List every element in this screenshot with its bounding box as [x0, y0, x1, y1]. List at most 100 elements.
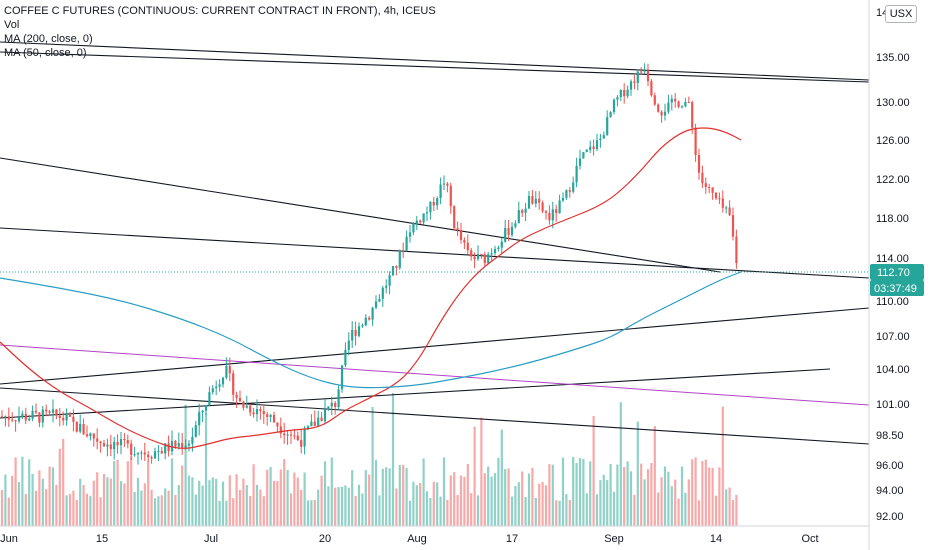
candle-26 — [89, 432, 92, 441]
candle-25 — [85, 425, 89, 438]
volume-bar-118 — [402, 464, 405, 526]
candle-10 — [34, 403, 38, 415]
candle-37 — [126, 434, 129, 449]
volume-bar-96 — [327, 486, 330, 526]
volume-bar-112 — [381, 468, 384, 526]
candle-136 — [463, 237, 466, 250]
price-axis[interactable]: 135.00 130.00 126.00 122.00 118.00 114.00 110.… — [876, 52, 910, 523]
volume-bar-202 — [687, 479, 690, 526]
currency-button[interactable]: USX — [885, 5, 917, 23]
candle-21 — [72, 409, 75, 432]
candle-157 — [534, 191, 537, 208]
time-tick-7: 14 — [710, 533, 722, 545]
candle-69 — [235, 391, 238, 409]
volume-bar-201 — [684, 492, 687, 526]
candle-97 — [330, 396, 333, 416]
candle-209 — [711, 187, 714, 200]
candle-100 — [340, 365, 344, 393]
volume-bar-169 — [575, 463, 578, 526]
candle-85 — [289, 430, 293, 445]
candle-122 — [415, 215, 418, 231]
candle-207 — [704, 177, 707, 194]
volume-bar-139 — [473, 426, 476, 526]
candle-88 — [300, 429, 303, 454]
volume-bar-148 — [504, 469, 507, 526]
candle-101 — [344, 342, 347, 368]
volume-bar-10 — [34, 490, 38, 526]
volume-bar-63 — [215, 478, 218, 526]
volume-bar-170 — [578, 458, 582, 526]
volume-bar-137 — [466, 463, 469, 526]
candle-32 — [109, 434, 112, 457]
volume-bar-41 — [140, 490, 143, 526]
volume-bar-216 — [735, 494, 738, 526]
candle-199 — [677, 100, 680, 109]
volume-bar-71 — [242, 478, 245, 526]
candle-172 — [585, 148, 588, 153]
volume-bar-116 — [395, 488, 398, 526]
trendlines — [0, 41, 870, 445]
candle-17 — [58, 407, 61, 427]
volume-bar-46 — [157, 496, 160, 526]
volume-bar-162 — [551, 464, 554, 526]
candle-193 — [657, 103, 660, 113]
volume-bar-100 — [340, 486, 344, 526]
candle-120 — [408, 225, 412, 243]
price-tick-7: 107.00 — [876, 331, 910, 343]
volume-bar-150 — [510, 496, 514, 526]
volume-bar-124 — [422, 458, 425, 526]
candle-89 — [303, 426, 306, 455]
volume-bar-159 — [541, 481, 544, 526]
legend-vol[interactable]: Vol — [4, 19, 20, 31]
candle-165 — [561, 192, 565, 203]
volume-bar-126 — [429, 497, 432, 526]
volume-bar-69 — [235, 474, 238, 526]
candle-166 — [565, 189, 568, 200]
volume-bar-22 — [75, 500, 78, 526]
candle-68 — [232, 370, 235, 402]
candle-174 — [592, 139, 595, 156]
volume-bar-214 — [728, 487, 731, 526]
volume-bar-0 — [0, 490, 4, 526]
volume-bar-151 — [514, 486, 517, 526]
volume-bar-62 — [211, 477, 214, 526]
volume-bar-76 — [259, 489, 262, 526]
candle-3 — [11, 412, 14, 423]
volume-bar-93 — [317, 489, 320, 526]
volume-bar-117 — [398, 465, 401, 526]
volume-bar-86 — [293, 472, 296, 526]
candle-64 — [218, 379, 221, 392]
candle-14 — [48, 409, 51, 416]
price-tick-5: 114.00 — [876, 253, 909, 265]
volume-bar-12 — [41, 478, 44, 526]
time-axis[interactable]: Jun 15 Jul 20 Aug 17 Sep 14 Oct — [0, 533, 818, 545]
legend-ma200[interactable]: MA (200, close, 0) — [4, 33, 93, 45]
volume-bar-50 — [170, 458, 174, 526]
candle-9 — [31, 405, 34, 422]
volume-bar-1 — [4, 474, 7, 526]
volume-bar-181 — [616, 464, 619, 526]
candle-27 — [92, 433, 95, 447]
candle-155 — [527, 190, 531, 209]
volume-bar-91 — [310, 500, 313, 526]
volume-bar-7 — [24, 494, 27, 526]
candle-66 — [225, 357, 228, 380]
volume-bar-119 — [405, 468, 408, 526]
legend-ma50[interactable]: MA (50, close, 0) — [4, 47, 87, 59]
volume-bar-14 — [48, 466, 51, 526]
symbol-title[interactable]: COFFEE C FUTURES (CONTINUOUS: CURRENT CO… — [4, 5, 436, 17]
volume-bar-200 — [680, 466, 684, 526]
price-tick-2: 126.00 — [876, 135, 910, 147]
candle-76 — [259, 406, 262, 420]
candle-30 — [102, 439, 106, 447]
candle-47 — [160, 446, 163, 454]
candle-1 — [4, 415, 7, 427]
volume-bar-38 — [130, 456, 133, 526]
candle-78 — [266, 411, 269, 426]
volume-bar-121 — [412, 481, 415, 526]
candle-40 — [136, 452, 140, 465]
candle-143 — [487, 251, 490, 264]
volume-bar-128 — [436, 482, 439, 526]
volume-bar-160 — [544, 485, 548, 526]
